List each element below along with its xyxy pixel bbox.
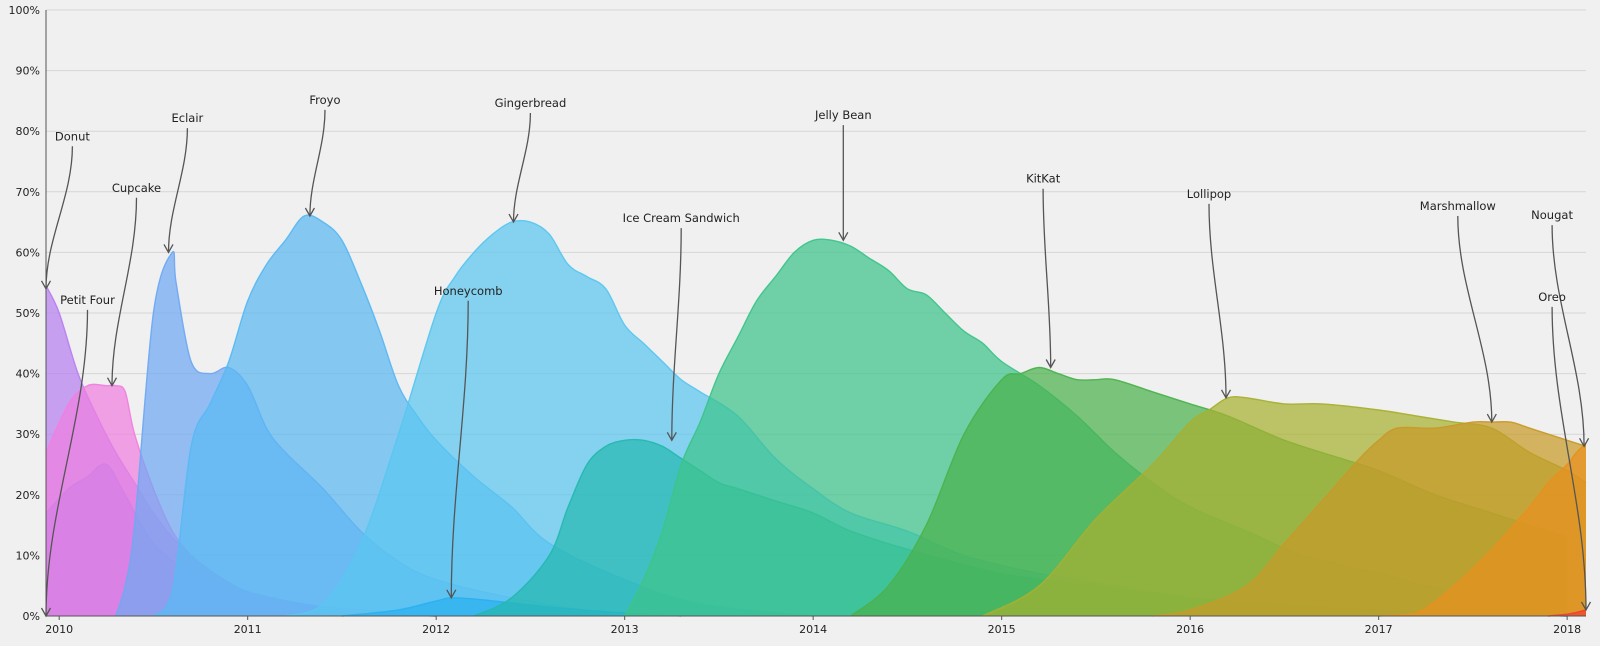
annotation-arrow (45, 146, 74, 289)
arrowhead (40, 280, 52, 291)
annotation-eclair: Eclair (163, 111, 204, 254)
annotations: Donut Petit Four Cupcake Eclair Froyo Gingerb… (40, 93, 1592, 618)
x-tick-label: 2013 (611, 623, 639, 636)
x-tick-label: 2012 (422, 623, 450, 636)
y-tick-label: 70% (16, 186, 40, 199)
annotation-petit-four: Petit Four (40, 293, 115, 618)
arrowhead (1580, 601, 1592, 612)
annotation-label: Nougat (1531, 208, 1573, 222)
annotation-arrow (1551, 225, 1585, 447)
x-tick-label: 2014 (799, 623, 827, 636)
annotation-arrow (671, 228, 682, 441)
area-oreo (1548, 609, 1586, 616)
annotation-label: Eclair (171, 111, 203, 125)
x-tick-label: 2011 (234, 623, 262, 636)
annotation-label: Honeycomb (434, 284, 503, 298)
annotation-honeycomb: Honeycomb (434, 284, 503, 600)
line-oreo (1548, 609, 1587, 617)
annotation-label: Froyo (309, 93, 340, 107)
annotation-label: Ice Cream Sandwich (623, 211, 740, 225)
annotation-arrow (1208, 203, 1227, 398)
annotation-arrow (1042, 188, 1052, 368)
arrowhead (1045, 359, 1056, 369)
annotation-label: Cupcake (112, 181, 161, 195)
annotation-label: Marshmallow (1420, 199, 1496, 213)
annotation-marshmallow: Marshmallow (1420, 199, 1497, 424)
area-nougat (1378, 443, 1586, 616)
y-tick-label: 30% (16, 428, 40, 441)
line-nougat (1378, 442, 1587, 617)
annotation-arrow (1551, 306, 1587, 610)
y-tick-label: 20% (16, 489, 40, 502)
arrowhead (106, 377, 118, 388)
arrowhead (666, 431, 677, 442)
arrowhead (1579, 437, 1590, 448)
arrowhead (1220, 389, 1232, 400)
arrowhead (1486, 413, 1497, 424)
y-tick-label: 40% (16, 368, 40, 381)
annotation-arrow (45, 309, 89, 617)
annotation-oreo: Oreo (1538, 290, 1592, 612)
annotation-donut: Donut (40, 129, 90, 291)
annotation-arrow (1457, 215, 1493, 423)
annotation-label: Donut (55, 129, 90, 143)
annotation-froyo: Froyo (304, 93, 341, 218)
arrowhead (446, 589, 457, 600)
annotation-arrow (450, 300, 469, 598)
x-tick-label: 2017 (1365, 623, 1393, 636)
annotation-label: KitKat (1026, 172, 1061, 186)
x-tick-label: 2016 (1176, 623, 1204, 636)
y-tick-label: 60% (16, 246, 40, 259)
annotation-arrow (111, 197, 138, 386)
annotation-arrow (512, 112, 532, 223)
y-tick-label: 0% (23, 610, 40, 623)
area-froyo (153, 215, 814, 616)
line-marshmallow (1152, 420, 1587, 617)
arrowhead (40, 607, 52, 618)
annotation-jelly-bean: Jelly Bean (814, 108, 872, 242)
y-tick-label: 90% (16, 65, 40, 78)
y-tick-label: 50% (16, 307, 40, 320)
annotation-label: Lollipop (1187, 187, 1231, 201)
annotation-kitkat: KitKat (1026, 172, 1061, 369)
annotation-gingerbread: Gingerbread (495, 96, 567, 224)
arrowhead (304, 207, 315, 218)
annotation-nougat: Nougat (1531, 208, 1590, 448)
arrowhead (838, 231, 849, 242)
axes: 0% 10% 20% 30% 40% 50% 60% 70% 80% 90% 100% 2010 201… (9, 4, 1586, 636)
annotation-arrow (309, 109, 326, 217)
x-tick-label: 2010 (45, 623, 73, 636)
area-jelly-bean (624, 239, 1568, 616)
annotation-lollipop: Lollipop (1187, 187, 1232, 400)
y-tick-label: 100% (9, 4, 40, 17)
annotation-label: Jelly Bean (814, 108, 872, 122)
annotation-label: Petit Four (60, 293, 115, 307)
annotation-arrow (167, 128, 189, 253)
series-areas (45, 214, 1587, 617)
arrowhead (508, 213, 519, 224)
y-tick-label: 10% (16, 549, 40, 562)
annotation-ice-cream-sandwich: Ice Cream Sandwich (623, 211, 740, 442)
arrowhead (163, 244, 174, 254)
y-tick-label: 80% (16, 125, 40, 138)
annotation-label: Gingerbread (495, 96, 567, 110)
x-tick-label: 2015 (988, 623, 1016, 636)
x-tick-label: 2018 (1553, 623, 1581, 636)
annotation-label: Oreo (1538, 290, 1566, 304)
annotation-cupcake: Cupcake (106, 181, 161, 388)
